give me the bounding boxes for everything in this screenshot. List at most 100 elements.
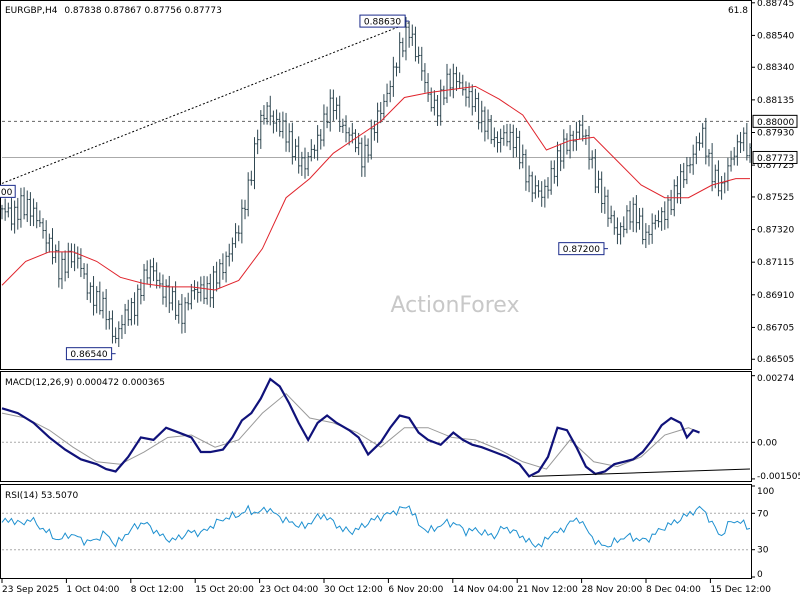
ohlc-bar xyxy=(739,131,742,153)
rsi-y-tick-label: 70 xyxy=(757,509,769,519)
ohlc-bar xyxy=(603,186,607,214)
ohlc-bar xyxy=(268,95,272,126)
ohlc-bar xyxy=(502,125,506,146)
ohlc-bar xyxy=(565,133,569,155)
ohlc-bar xyxy=(398,32,402,74)
ohlc-bar xyxy=(202,275,206,305)
ohlc-bar xyxy=(647,225,651,245)
ohlc-bar xyxy=(404,17,408,61)
ohlc-bar xyxy=(729,150,733,172)
x-tick-label: 14 Nov 04:00 xyxy=(453,585,514,595)
ohlc-bar xyxy=(707,149,711,167)
ohlc-bar xyxy=(117,321,121,347)
ohlc-bar xyxy=(657,210,660,228)
ohlc-bar xyxy=(464,81,468,107)
ohlc-bar xyxy=(224,251,228,283)
ohlc-bar xyxy=(309,139,313,162)
ohlc-bar xyxy=(619,222,622,245)
ohlc-bar xyxy=(470,84,474,116)
ohlc-bar xyxy=(85,263,89,301)
y-axis-layer: 0.88745 0.88540 0.88340 0.88135 0.87930 0.877… xyxy=(751,0,800,580)
ohlc-bar xyxy=(552,160,556,184)
ohlc-bar xyxy=(508,123,512,151)
rsi-y-tick-label: 30 xyxy=(757,546,769,556)
ohlc-bar xyxy=(186,292,190,311)
symbol-label: EURGBP,H4 xyxy=(5,6,58,16)
ohlc-bar xyxy=(432,90,436,116)
ohlc-bar xyxy=(47,233,51,253)
ohlc-bar xyxy=(133,292,136,325)
ohlc-bar xyxy=(360,137,364,177)
chart-symbol: EURGBP,H4 0.87838 0.87867 0.87756 0.8777… xyxy=(5,6,222,16)
ohlc-bar xyxy=(6,202,10,218)
ohlc-bar xyxy=(240,199,244,244)
x-tick-label: 15 Oct 20:00 xyxy=(195,585,254,595)
ohlc-bar xyxy=(22,187,26,220)
ohlc-bar xyxy=(638,207,641,230)
ohlc-bar xyxy=(215,261,219,292)
ohlc-bar xyxy=(262,105,266,125)
price-annotation-label: 00 xyxy=(1,188,13,198)
ohlc-bar xyxy=(382,94,386,121)
ohlc-bar xyxy=(650,213,654,244)
ohlc-bar xyxy=(177,300,181,324)
level-line-label: 0.88000 xyxy=(752,114,798,128)
ohlc-bar xyxy=(316,125,320,161)
ohlc-bar xyxy=(82,263,86,279)
ohlc-bar xyxy=(527,165,531,193)
ohlc-bar xyxy=(515,127,518,158)
ohlc-bar xyxy=(634,195,638,233)
ohlc-bar xyxy=(414,26,417,62)
ohlc-bar xyxy=(379,101,383,124)
ohlc-bar xyxy=(480,100,484,133)
ohlc-bar xyxy=(272,110,275,134)
ohlc-bar xyxy=(363,135,367,177)
ohlc-bar xyxy=(732,147,736,166)
ohlc-bar xyxy=(511,124,515,158)
ohlc-bar xyxy=(335,97,338,120)
ohlc-bar xyxy=(682,162,686,188)
ohlc-bar xyxy=(373,120,376,141)
ohlc-bar xyxy=(95,286,99,314)
ohlc-bar xyxy=(287,123,291,153)
ohlc-bar xyxy=(297,136,301,174)
ohlc-bar xyxy=(32,198,35,227)
ohlc-bar xyxy=(455,66,458,91)
ohlc-bar xyxy=(212,265,215,309)
x-axis-layer: 23 Sep 2025 1 Oct 04:00 8 Oct 12:00 15 Oct … xyxy=(1,579,771,595)
ohlc-bar xyxy=(533,175,537,199)
price-y-tick-label: 0.86705 xyxy=(757,323,794,333)
ohlc-bar xyxy=(164,279,168,308)
ohlc-bar xyxy=(205,276,209,305)
ohlc-bar xyxy=(704,117,708,165)
ohlc-bar xyxy=(492,127,496,148)
ohlc-bar xyxy=(38,210,42,228)
x-tick-label: 23 Sep 2025 xyxy=(2,585,59,595)
price-annotation: 0.86540 xyxy=(65,347,116,361)
ohlc-bar xyxy=(489,114,493,144)
ohlc-bar xyxy=(25,190,29,223)
ohlc-bar xyxy=(401,37,405,58)
ohlc-bar xyxy=(101,291,105,319)
ohlc-bar xyxy=(60,252,64,290)
trendline-dotted xyxy=(1,22,410,184)
ohlc-bar xyxy=(436,94,439,126)
ohlc-bar xyxy=(155,262,159,289)
rsi-y-tick-label: 100 xyxy=(757,487,774,497)
price-annotation: 0.88630 xyxy=(359,14,410,28)
ohlc-bar xyxy=(587,125,591,170)
ohlc-bar xyxy=(218,259,222,288)
ohlc-bar xyxy=(391,56,395,97)
ohlc-bar xyxy=(653,214,657,230)
price-y-tick-label: 0.86505 xyxy=(757,355,794,365)
ohlc-bar xyxy=(16,197,20,230)
ohlc-bar xyxy=(41,218,45,239)
ohlc-bar xyxy=(742,127,746,152)
macd-y-tick-label: 0.00 xyxy=(757,438,777,448)
ohlc-bar xyxy=(10,198,13,231)
ohlc-bar xyxy=(483,106,487,142)
ohlc-bar xyxy=(622,216,626,238)
ohlc-bar xyxy=(221,253,225,280)
ohlc-bar xyxy=(537,180,540,198)
x-tick-label: 21 Nov 12:00 xyxy=(517,585,578,595)
